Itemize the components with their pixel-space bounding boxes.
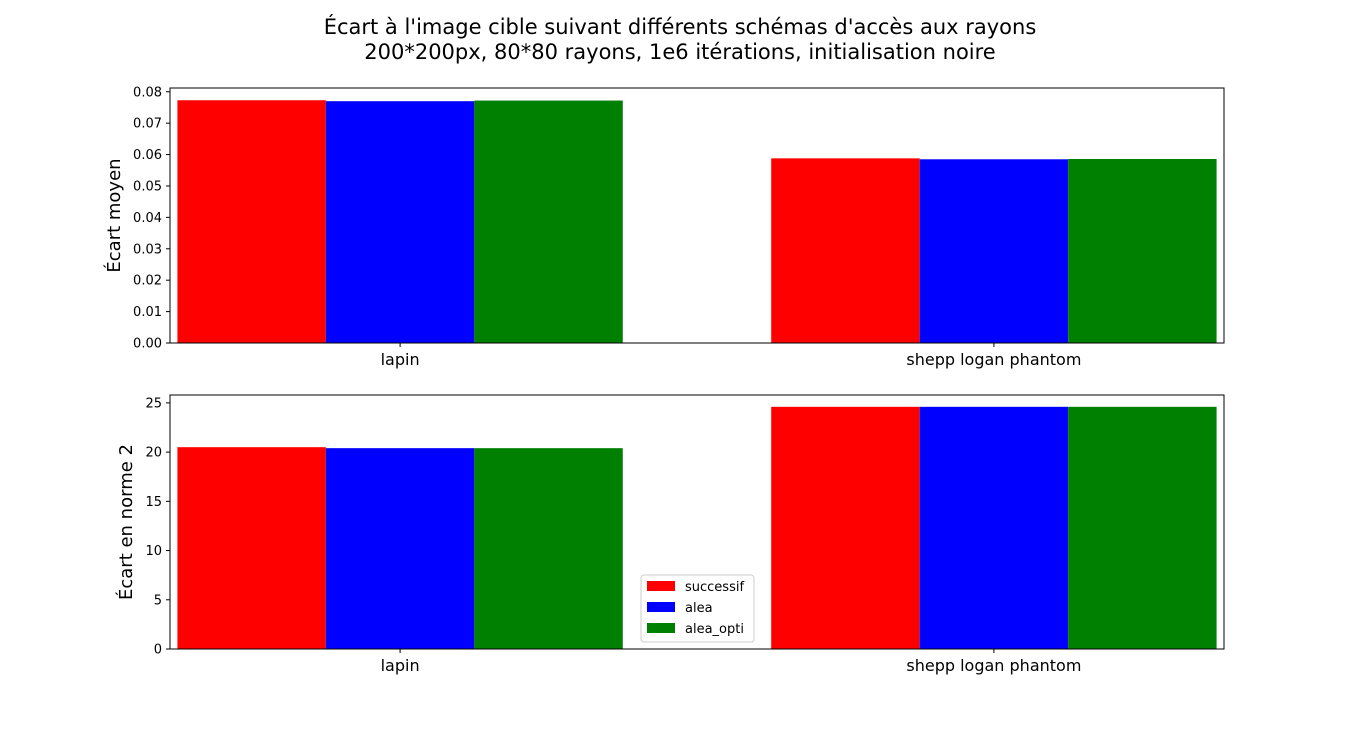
bar-successif-lapin xyxy=(177,100,326,344)
legend-swatch-successif xyxy=(647,581,675,591)
bar-successif-shepp-logan-phantom xyxy=(771,158,920,343)
bar-alea_opti-lapin xyxy=(474,100,623,343)
bar-successif-lapin xyxy=(177,447,326,649)
bar-alea-shepp-logan-phantom xyxy=(919,159,1069,343)
y-axis-label: Écart en norme 2 xyxy=(115,444,137,600)
bar-alea-shepp-logan-phantom xyxy=(919,406,1069,649)
y-tick-label: 0.02 xyxy=(133,274,162,289)
bar-alea-lapin xyxy=(325,448,475,649)
legend-label-alea: alea xyxy=(685,601,713,616)
figure-title: Écart à l'image cible suivant différents… xyxy=(323,15,1037,39)
legend-swatch-alea xyxy=(647,602,675,612)
y-tick-label: 0.06 xyxy=(133,148,162,163)
y-tick-label: 0.03 xyxy=(133,242,162,257)
x-tick-label: lapin xyxy=(381,656,420,675)
plot-frame xyxy=(169,394,1225,650)
y-axis-label: Écart moyen xyxy=(103,158,125,272)
bar-alea_opti-shepp-logan-phantom xyxy=(1068,406,1217,649)
y-tick-label: 15 xyxy=(145,495,162,510)
y-tick-label: 0.08 xyxy=(133,85,162,100)
bar-successif-shepp-logan-phantom xyxy=(771,406,920,649)
bar-alea_opti-lapin xyxy=(474,448,623,649)
legend-label-alea_opti: alea_opti xyxy=(685,622,744,637)
legend-label-successif: successif xyxy=(685,580,744,595)
y-tick-label: 5 xyxy=(154,593,162,608)
y-tick-label: 25 xyxy=(145,396,162,411)
plot-frame xyxy=(169,87,1225,344)
y-tick-label: 10 xyxy=(145,544,162,559)
y-tick-label: 0.05 xyxy=(133,179,162,194)
x-tick-label: shepp logan phantom xyxy=(906,656,1081,675)
legend-swatch-alea_opti xyxy=(647,623,675,633)
bar-alea_opti-shepp-logan-phantom xyxy=(1068,158,1217,343)
y-tick-label: 0 xyxy=(154,643,162,658)
figure-subtitle: 200*200px, 80*80 rayons, 1e6 itérations,… xyxy=(364,40,996,64)
norm2-gap-chart: 0 5 10 15 20 25 lapin shepp logan phantom Écart … xyxy=(115,394,1225,675)
x-tick-label: shepp logan phantom xyxy=(906,350,1081,369)
bar-alea-lapin xyxy=(325,101,475,343)
y-tick-label: 0.00 xyxy=(133,337,162,352)
y-tick-label: 0.07 xyxy=(133,117,162,132)
y-tick-label: 0.04 xyxy=(133,211,162,226)
y-tick-label: 0.01 xyxy=(133,305,162,320)
mean-gap-chart: 0.00 0.01 0.02 0.03 0.04 0.05 0.06 0.07 0.08 lapi… xyxy=(103,85,1225,369)
y-tick-label: 20 xyxy=(145,446,162,461)
x-tick-label: lapin xyxy=(381,350,420,369)
legend: successif alea alea_opti xyxy=(640,574,755,643)
